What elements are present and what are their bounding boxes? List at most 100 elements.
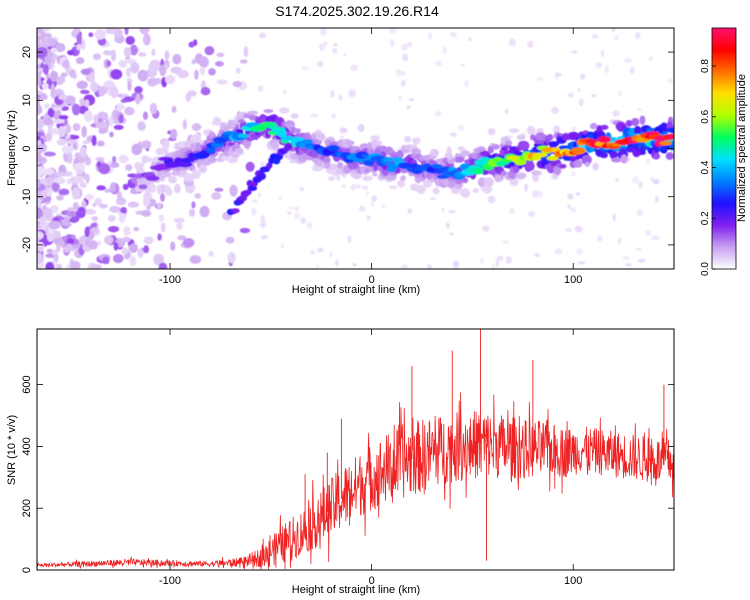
ridge-core	[571, 147, 586, 155]
noise-blob	[370, 199, 375, 208]
ridge-core	[546, 155, 559, 161]
noise-blob	[56, 263, 62, 269]
noise-blob	[50, 47, 57, 54]
snr-line	[37, 392, 674, 570]
snr-y-tick-label: 200	[21, 499, 33, 517]
noise-blob	[340, 135, 344, 140]
noise-blob	[84, 239, 91, 247]
colorbar-ticks: 0.0 0.2 0.4 0.6 0.8	[700, 59, 716, 276]
noise-blob	[508, 38, 516, 47]
ridge-halo	[592, 162, 599, 171]
noise-blob	[309, 250, 316, 255]
noise-blob	[568, 92, 574, 98]
noise-blob	[229, 184, 238, 197]
branch-blob	[266, 162, 273, 169]
ridge-core	[659, 140, 672, 146]
ridge-halo	[584, 162, 590, 167]
ridge-halo	[147, 183, 157, 193]
ridge-core	[667, 133, 674, 140]
noise-blob	[67, 50, 75, 56]
noise-blob	[482, 225, 490, 232]
ridge-halo	[494, 174, 502, 183]
noise-blob	[159, 64, 167, 77]
noise-blob	[610, 28, 616, 32]
noise-blob	[94, 29, 106, 40]
noise-blob	[70, 260, 81, 269]
ridge-halo	[609, 137, 617, 142]
ridge-halo	[337, 161, 344, 169]
noise-blob	[51, 182, 60, 192]
noise-blob	[200, 86, 211, 96]
noise-blob	[600, 49, 605, 58]
noise-blob	[214, 61, 224, 67]
ridge-halo	[156, 184, 162, 195]
noise-blob	[194, 193, 202, 199]
noise-blob	[37, 253, 43, 264]
noise-blob	[361, 185, 369, 190]
noise-blob	[164, 50, 170, 60]
noise-blob	[135, 93, 141, 105]
noise-blob	[638, 181, 643, 188]
noise-blob	[170, 241, 176, 251]
noise-blob	[43, 118, 53, 126]
noise-blob	[60, 219, 66, 224]
noise-blob	[496, 255, 504, 262]
noise-blob	[95, 121, 108, 129]
ridge-halo	[315, 132, 326, 141]
ridge-core	[145, 175, 160, 182]
spectrogram-x-tick-label: 0	[369, 274, 375, 286]
noise-blob	[120, 206, 127, 214]
ridge-core	[392, 156, 404, 163]
ridge-halo	[553, 165, 562, 176]
noise-blob	[113, 242, 119, 251]
snr-x-label: Height of straight line (km)	[292, 584, 420, 596]
ridge-halo	[311, 165, 323, 172]
noise-blob	[299, 187, 305, 192]
noise-blob	[81, 39, 86, 51]
noise-blob	[467, 36, 472, 42]
noise-blob	[116, 102, 123, 112]
noise-blob	[565, 228, 573, 232]
noise-blob	[406, 42, 413, 48]
noise-blob	[43, 36, 49, 44]
ridge-halo	[508, 146, 519, 151]
noise-blob	[62, 59, 70, 69]
noise-blob	[122, 183, 129, 191]
noise-blob	[449, 232, 454, 236]
noise-blob	[645, 229, 652, 237]
noise-blob	[158, 262, 168, 269]
noise-blob	[259, 221, 267, 228]
spectrogram-x-ticks: -100 0 100	[159, 28, 582, 286]
noise-blob	[85, 173, 90, 184]
noise-blob	[604, 65, 610, 74]
ridge-halo	[600, 124, 609, 130]
noise-blob	[557, 72, 562, 77]
noise-blob	[524, 183, 529, 192]
noise-blob	[79, 182, 87, 188]
noise-blob	[315, 264, 320, 269]
noise-blob	[338, 94, 343, 101]
noise-blob	[188, 41, 195, 48]
noise-blob	[174, 183, 181, 194]
noise-blob	[39, 216, 46, 229]
branch-blob	[230, 208, 240, 214]
ridge-halo	[290, 113, 299, 119]
noise-blob	[72, 244, 81, 249]
noise-blob	[66, 210, 78, 217]
noise-blob	[109, 205, 121, 213]
ridge-halo	[271, 140, 280, 151]
ridge-halo	[609, 150, 618, 160]
spectrogram-x-tick-label: -100	[159, 274, 181, 286]
noise-blob	[37, 46, 48, 59]
noise-blob	[280, 243, 285, 249]
noise-blob	[652, 178, 660, 185]
noise-blob	[71, 187, 81, 200]
noise-blob	[551, 106, 559, 114]
noise-blob	[260, 235, 269, 240]
noise-blob	[112, 155, 117, 164]
ridge-halo	[161, 139, 170, 150]
ridge-halo	[357, 123, 365, 133]
noise-blob	[251, 207, 257, 216]
noise-blob	[50, 83, 56, 93]
noise-blob	[554, 71, 559, 79]
